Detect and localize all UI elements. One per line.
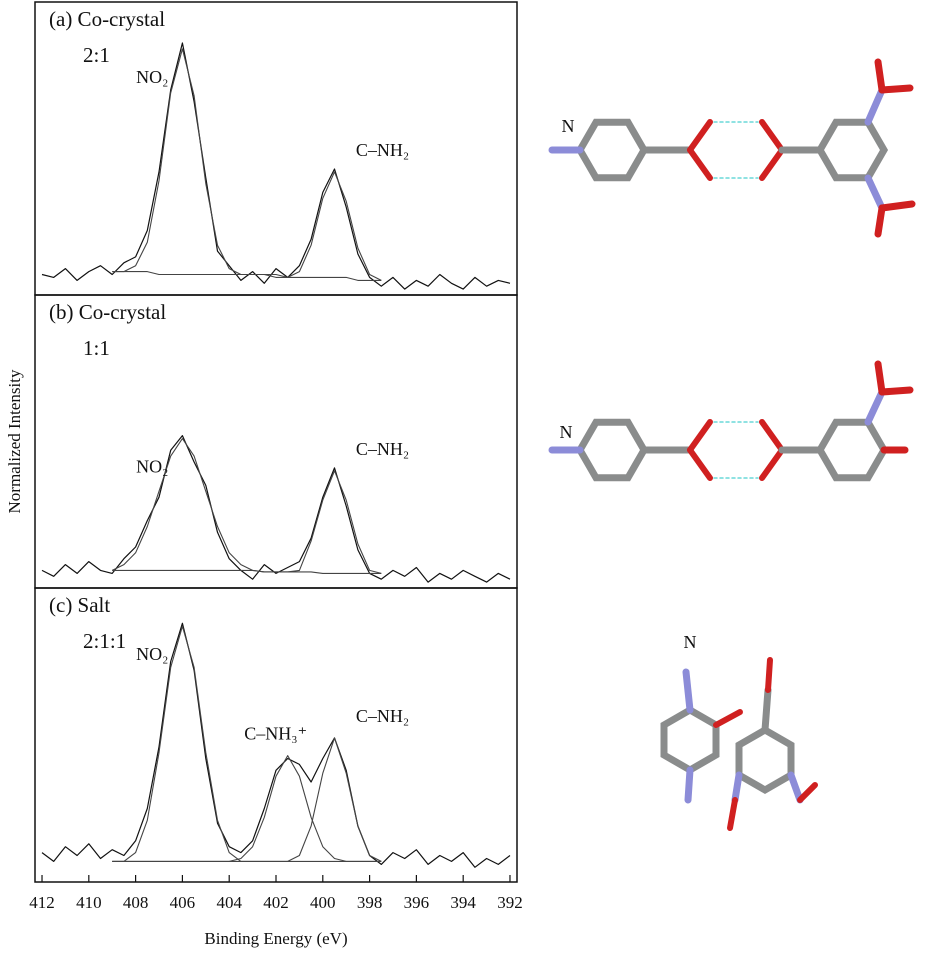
bond	[874, 204, 886, 238]
bond	[759, 419, 785, 453]
ring	[815, 118, 889, 182]
structure-label: N	[684, 632, 697, 652]
bond	[687, 119, 713, 153]
panel-title: (a) Co-crystal	[49, 7, 165, 31]
bond	[684, 766, 694, 804]
x-tick-label: 410	[76, 893, 102, 912]
ring	[815, 418, 889, 482]
x-tick-label: 408	[123, 893, 149, 912]
peak-label: C–NH₂	[356, 706, 409, 726]
fit-curve	[112, 171, 382, 281]
peak-label: C–NH₂	[356, 439, 409, 459]
panel-subtitle: 2:1:1	[83, 629, 126, 653]
ring	[735, 725, 795, 795]
bond	[759, 119, 785, 153]
x-tick-label: 394	[450, 893, 476, 912]
structure-label: N	[560, 422, 573, 442]
structure-label: N	[562, 116, 575, 136]
bond	[759, 147, 785, 181]
panel-title: (c) Salt	[49, 593, 110, 617]
x-tick-label: 392	[497, 893, 523, 912]
fit-curve	[112, 470, 382, 574]
peak-label: NO₂	[136, 457, 168, 477]
bond	[874, 58, 886, 94]
y-axis-label: Normalized Intensity	[5, 369, 24, 513]
bond	[787, 771, 804, 804]
x-tick-label: 396	[404, 893, 430, 912]
panel-subtitle: 1:1	[83, 336, 110, 360]
panel-title: (b) Co-crystal	[49, 300, 166, 324]
bond	[682, 668, 694, 714]
peak-label: NO₂	[136, 67, 168, 87]
fit-curve	[111, 438, 382, 574]
bond	[864, 86, 886, 126]
peak-label: C–NH₂	[356, 140, 409, 160]
x-tick-label: 400	[310, 893, 336, 912]
spectrum	[41, 42, 511, 290]
bond	[731, 771, 743, 804]
bond	[797, 782, 818, 803]
bond	[765, 657, 773, 693]
bond	[727, 797, 738, 831]
bond	[761, 686, 772, 734]
bond	[874, 360, 886, 396]
x-tick-label: 404	[216, 893, 242, 912]
bond	[878, 386, 914, 396]
x-tick-label: 412	[29, 893, 55, 912]
ring	[575, 118, 649, 182]
ring	[575, 418, 649, 482]
fit-curve	[112, 737, 382, 862]
bond	[713, 709, 743, 728]
bond	[864, 388, 886, 426]
bond	[687, 419, 713, 453]
x-tick-label: 406	[170, 893, 196, 912]
peak-label: NO₂	[136, 644, 168, 664]
fit-curve	[112, 755, 382, 862]
bond	[687, 447, 713, 481]
x-tick-label: 398	[357, 893, 383, 912]
spectrum	[41, 435, 511, 583]
x-tick-label: 402	[263, 893, 289, 912]
ring	[660, 705, 720, 775]
bond	[759, 447, 785, 481]
x-axis-label: Binding Energy (eV)	[204, 929, 347, 948]
bond	[878, 200, 916, 212]
bond	[878, 84, 914, 94]
peak-label: C–NH₃⁺	[244, 724, 307, 744]
bond	[864, 174, 886, 212]
bond	[687, 147, 713, 181]
spectrum	[41, 622, 511, 868]
panel-subtitle: 2:1	[83, 43, 110, 67]
